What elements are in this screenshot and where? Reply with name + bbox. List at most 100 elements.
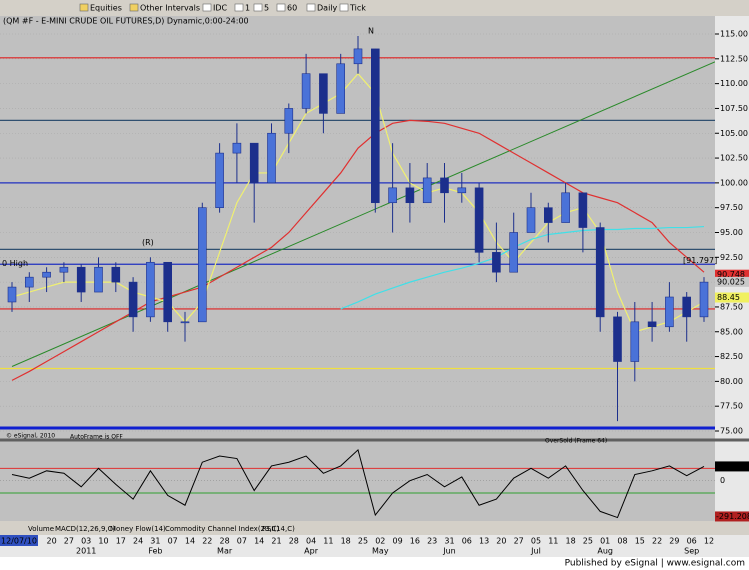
indicator-value-box (715, 461, 749, 472)
toolbar-item[interactable]: 5 (264, 4, 269, 13)
month-label: Aug (597, 547, 613, 556)
x-tick-label: 27 (64, 537, 74, 546)
y-tick-label: 110.00 (720, 79, 748, 88)
candle-body (526, 207, 536, 233)
candle-body (647, 321, 657, 328)
toolbar-item[interactable]: Equities (90, 4, 122, 13)
month-label: Apr (304, 547, 319, 556)
candle-body (561, 192, 570, 223)
y-tick-label: 115.00 (720, 30, 748, 39)
x-tick-label: 18 (341, 537, 351, 546)
tab[interactable]: RSI(14,C) (262, 525, 295, 533)
candle-body (163, 261, 172, 323)
price-label-box (715, 292, 749, 303)
x-tick-label: 15 (635, 537, 645, 546)
toolbar (0, 0, 749, 16)
toolbar-item[interactable]: Tick (349, 4, 366, 13)
candle-body (509, 232, 519, 273)
candle-body (76, 266, 86, 293)
y-tick-label: 77.50 (720, 402, 743, 411)
candle-body (405, 187, 415, 204)
toolbar-item[interactable]: Daily (317, 4, 338, 13)
candle-body (422, 177, 432, 204)
candle-body (267, 132, 276, 184)
x-tick-label: 24 (133, 537, 143, 546)
chart-title: (QM #F - E-MINI CRUDE OIL FUTURES,D) Dyn… (3, 17, 249, 26)
tab[interactable]: Commodity Channel Index(23,C) (165, 525, 280, 533)
candle-body (353, 48, 363, 65)
tab[interactable]: MACD(12,26,9,C) (55, 525, 116, 533)
month-label: May (372, 547, 389, 556)
tab[interactable]: Volume (28, 525, 54, 533)
x-tick-label: 23 (427, 537, 437, 546)
candle-body (630, 321, 640, 362)
candle-body (24, 276, 34, 288)
candle-body (682, 296, 692, 318)
moving-average (11, 119, 705, 381)
annotation: N (368, 27, 374, 36)
y-tick-label: 0 (720, 476, 725, 485)
y-tick-label: 97.50 (720, 203, 743, 212)
candle-body (370, 48, 380, 204)
toolbar-item[interactable]: IDC (213, 4, 228, 13)
candle-body (578, 192, 588, 228)
toolbar-icon (306, 3, 316, 12)
toolbar-item[interactable]: 1 (245, 4, 250, 13)
month-label: Mar (217, 547, 233, 556)
x-tick-label: 17 (116, 537, 126, 546)
date-axis (0, 535, 749, 557)
annotation: AutoFrame is OFF (70, 434, 123, 441)
candle-body (215, 152, 224, 208)
price-label-box (715, 269, 749, 280)
y-tick-label: 82.50 (720, 352, 743, 361)
annotation: [91.797] (683, 256, 717, 265)
candle-body (7, 286, 17, 303)
toolbar-icon (253, 3, 263, 12)
y-tick-label: 100.00 (720, 178, 748, 187)
candle-body (543, 207, 553, 223)
y-tick-label: 92.50 (720, 253, 743, 262)
x-tick-label: 22 (652, 537, 662, 546)
candle-body (492, 252, 501, 273)
x-tick-label: 10 (98, 537, 108, 546)
x-tick-label: 11 (323, 537, 333, 546)
x-tick-label: 07 (237, 537, 247, 546)
x-tick-label: 06 (687, 537, 697, 546)
candle-body (336, 63, 346, 114)
x-tick-label: 08 (617, 537, 627, 546)
x-tick-label: 11 (548, 537, 558, 546)
y-tick-label: 95.00 (720, 228, 743, 237)
indicator-value-label: 115.767 (717, 462, 749, 471)
footer: Published by eSignal | www.esignal.com (565, 559, 745, 569)
x-tick-label: 13 (479, 537, 489, 546)
price-label: 90.025 (717, 277, 745, 286)
toolbar-item[interactable]: 60 (287, 4, 297, 13)
date-highlight (0, 535, 38, 546)
candle-body (457, 187, 467, 194)
x-tick-label: 20 (496, 537, 506, 546)
candle-body (474, 187, 484, 253)
toolbar-item[interactable]: Other Intervals (140, 4, 200, 13)
candle-body (249, 142, 259, 184)
tab[interactable]: Money Flow(14) (110, 525, 166, 533)
y-tick-label: 102.50 (720, 154, 748, 163)
candle-body (301, 73, 311, 109)
x-tick-label: 27 (514, 537, 524, 546)
month-label: Feb (148, 547, 162, 556)
x-tick-label: 01 (600, 537, 610, 546)
toolbar-icon (202, 3, 212, 12)
x-tick-label: 14 (254, 537, 264, 546)
x-tick-label: 31 (444, 537, 454, 546)
y-tick-label: 105.00 (720, 129, 748, 138)
x-tick-label: 31 (150, 537, 160, 546)
candle-body (319, 73, 328, 114)
price-label: 88.45 (717, 293, 740, 302)
toolbar-icon (129, 3, 139, 12)
y-tick-label: 87.50 (720, 302, 743, 311)
month-label: Sep (684, 547, 699, 556)
x-tick-label: 12/07/10 (1, 537, 37, 546)
x-tick-label: 16 (410, 537, 420, 546)
x-tick-label: 22 (202, 537, 212, 546)
x-tick-label: 25 (358, 537, 368, 546)
